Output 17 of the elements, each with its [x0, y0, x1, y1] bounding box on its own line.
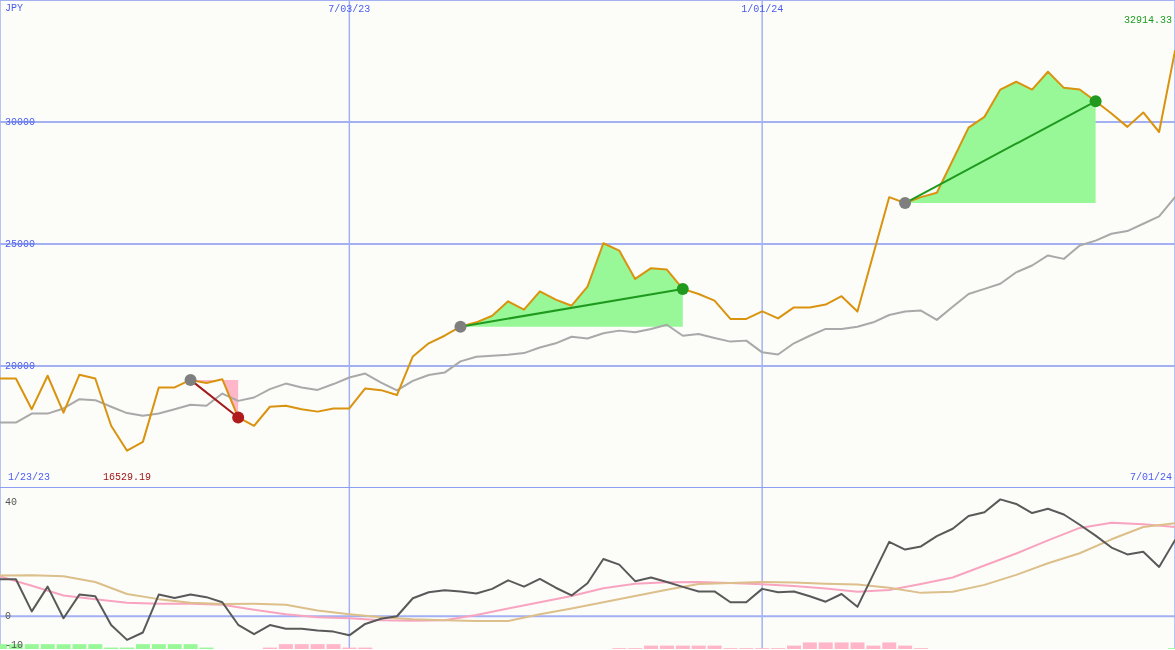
- y-tick-label: 20000: [5, 360, 36, 372]
- annotation: 1/23/23: [8, 472, 51, 483]
- annotation: 32914.33: [1123, 14, 1172, 26]
- annotation: 7/01/24: [1129, 472, 1172, 483]
- y-tick-label: 40: [5, 496, 18, 508]
- y-tick-label: -10: [5, 639, 24, 650]
- y-axis-title: JPY: [5, 3, 24, 14]
- line-series: [0, 49, 1175, 452]
- x-tick-label: 1/01/24: [741, 3, 784, 15]
- point: [232, 411, 245, 424]
- line-series: [0, 498, 1175, 641]
- y-tick-label: 0: [5, 610, 12, 622]
- y-tick-label: 30000: [5, 116, 36, 128]
- y-tick-label: 25000: [5, 238, 36, 250]
- line-series: [0, 196, 1175, 424]
- annotation: 16529.19: [103, 472, 152, 483]
- x-tick-label: 7/03/23: [328, 3, 371, 15]
